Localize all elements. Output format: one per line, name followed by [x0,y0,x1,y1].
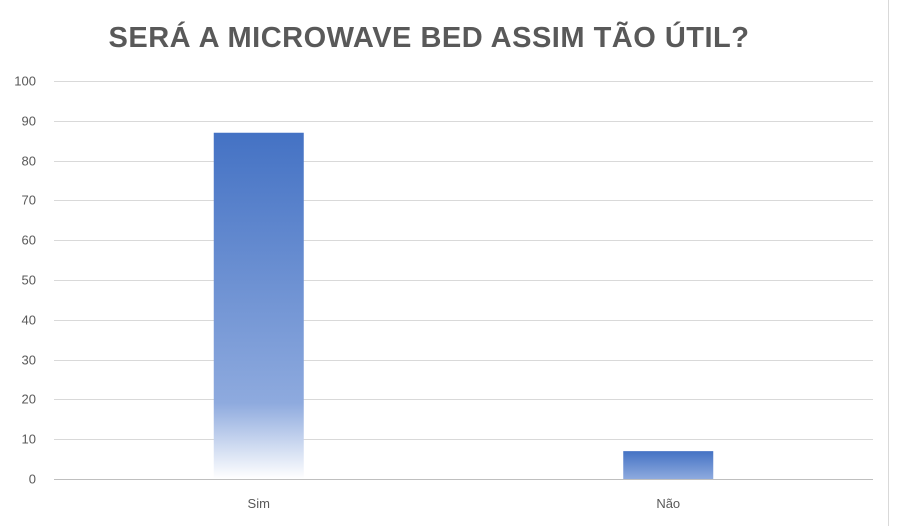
chart-border [888,0,889,526]
y-tick-label: 30 [22,353,36,368]
y-tick-label: 60 [22,233,36,248]
y-tick-label: 100 [14,74,36,89]
y-tick-label: 80 [22,154,36,169]
y-tick-label: 70 [22,193,36,208]
bar-não [623,451,714,479]
x-tick-label: Sim [248,496,270,511]
y-tick-label: 0 [29,472,36,487]
y-tick-label: 10 [22,432,36,447]
bar-sim [213,132,304,480]
y-tick-label: 50 [22,273,36,288]
y-tick-label: 20 [22,392,36,407]
y-tick-label: 40 [22,313,36,328]
chart-title: SERÁ A MICROWAVE BED ASSIM TÃO ÚTIL? [108,22,750,54]
y-tick-label: 90 [22,114,36,129]
x-tick-label: Não [656,496,680,511]
